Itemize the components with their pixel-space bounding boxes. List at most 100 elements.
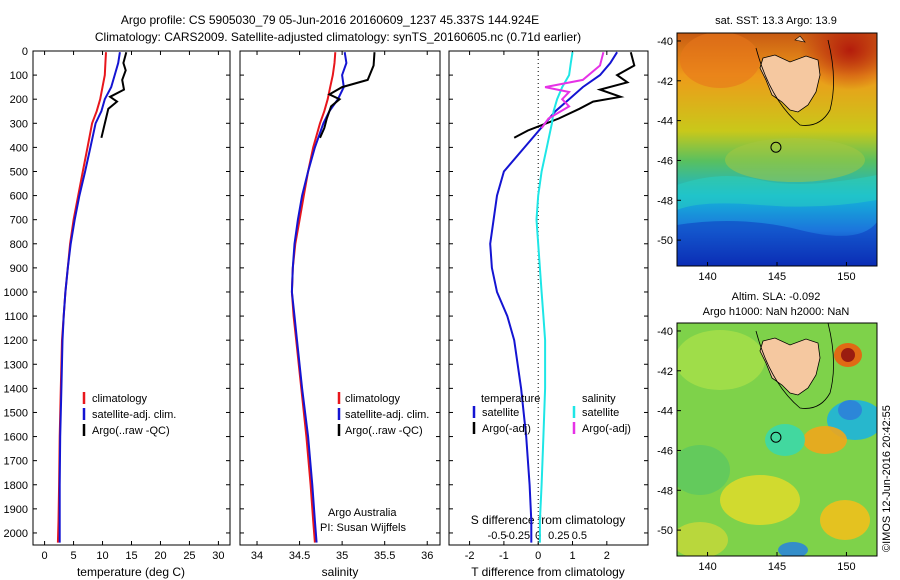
header-line-1: Argo profile: CS 5905030_79 05-Jun-2016 … xyxy=(121,13,539,27)
difference-xlabel: T difference from climatology xyxy=(471,565,625,579)
series-line-s-argo-adj- xyxy=(540,51,605,129)
depth-tick-label: 1900 xyxy=(4,504,28,516)
x-tick-label: 1 xyxy=(569,550,575,562)
lon-tick-label: 140 xyxy=(698,271,716,283)
lat-tick-label: -42 xyxy=(657,76,673,88)
salinity-x-axis: 34 34.5 35 35.5 36 xyxy=(251,51,433,562)
x-tick-label: 20 xyxy=(154,550,166,562)
legend-salinity-title: salinity xyxy=(582,393,616,405)
difference-xlabel-top: S difference from climatology xyxy=(471,513,626,527)
x-tick-label: 34 xyxy=(251,550,263,562)
lat-tick-label: -50 xyxy=(657,525,673,537)
sla-map xyxy=(677,323,877,556)
depth-tick-label: 1000 xyxy=(4,287,28,299)
difference-x-axis: -2 -1 0 1 2 xyxy=(465,51,610,562)
x-tick-label: -1 xyxy=(499,550,509,562)
annotation-pi: PI: Susan Wijffels xyxy=(320,522,406,534)
lat-tick-label: -44 xyxy=(657,406,673,418)
legend-t-argo: Argo(-adj) xyxy=(482,423,531,435)
salinity-legend: climatology satellite-adj. clim. Argo(..… xyxy=(320,392,429,534)
x-tick-label: -2 xyxy=(465,550,475,562)
lat-tick-label: -40 xyxy=(657,36,673,48)
lon-tick-label: 145 xyxy=(768,271,786,283)
argo-position-marker xyxy=(770,431,782,443)
difference-legend: temperature satellite Argo(-adj) salinit… xyxy=(472,393,631,435)
depth-tick-label: 1400 xyxy=(4,383,28,395)
depth-tick-label: 1500 xyxy=(4,407,28,419)
depth-tick-label: 200 xyxy=(10,94,28,106)
header-line-2: Climatology: CARS2009. Satellite-adjuste… xyxy=(95,30,581,44)
sst-map-axes: 140 145 150 -40 -42 -44 -46 -48 -50 xyxy=(657,36,856,283)
depth-tick-label: 700 xyxy=(10,215,28,227)
depth-tick-label: 500 xyxy=(10,166,28,178)
difference-panel-frame xyxy=(448,50,649,546)
depth-tick-label: 300 xyxy=(10,118,28,130)
x-tick-label: 30 xyxy=(212,550,224,562)
x-tick-label: 10 xyxy=(96,550,108,562)
depth-tick-label: 2000 xyxy=(4,528,28,540)
depth-tick-label: 1800 xyxy=(4,480,28,492)
s-tick-label: -0.25 xyxy=(505,530,530,542)
depth-tick-label: 1300 xyxy=(4,359,28,371)
lat-tick-label: -50 xyxy=(657,235,673,247)
x-tick-label: 35.5 xyxy=(374,550,395,562)
legend-satellite-adj: satellite-adj. clim. xyxy=(345,409,429,421)
temperature-legend: climatology satellite-adj. clim. Argo(..… xyxy=(82,392,176,437)
legend-argo: Argo(..raw -QC) xyxy=(345,425,423,437)
series-line-t-satellite xyxy=(489,51,618,543)
legend-climatology: climatology xyxy=(345,393,401,405)
difference-profiles xyxy=(489,51,636,543)
depth-tick-label: 1700 xyxy=(4,456,28,468)
x-tick-label: 2 xyxy=(604,550,610,562)
depth-axis: 0 100 200 300 400 500 600 700 800 900 1000 1100 1200… xyxy=(4,46,648,540)
lat-tick-label: -44 xyxy=(657,116,673,128)
temperature-panel-frame xyxy=(32,50,231,546)
imos-timestamp: ©IMOS 12-Jun-2016 20:42:55 xyxy=(881,405,893,552)
series-line-t-argo-adj- xyxy=(513,51,636,139)
depth-tick-label: 400 xyxy=(10,142,28,154)
lat-tick-label: -46 xyxy=(657,445,673,457)
lon-tick-label: 150 xyxy=(837,271,855,283)
sst-map xyxy=(677,33,877,266)
lat-tick-label: -46 xyxy=(657,155,673,167)
salinity-profiles xyxy=(290,52,376,543)
series-line-climatology xyxy=(290,52,337,543)
x-tick-label: 35 xyxy=(336,550,348,562)
difference-s-axis: -0.5-0.2500.250.5 xyxy=(488,530,587,542)
legend-argo: Argo(..raw -QC) xyxy=(92,425,170,437)
lat-tick-label: -42 xyxy=(657,366,673,378)
legend-s-satellite: satellite xyxy=(582,407,619,419)
legend-climatology: climatology xyxy=(92,393,148,405)
depth-tick-label: 0 xyxy=(22,46,28,58)
x-tick-label: 0 xyxy=(535,550,541,562)
x-tick-label: 25 xyxy=(183,550,195,562)
lat-tick-label: -48 xyxy=(657,195,673,207)
s-tick-label: 0.25 xyxy=(548,530,569,542)
lon-tick-label: 140 xyxy=(698,561,716,573)
x-tick-label: 36 xyxy=(421,550,433,562)
s-tick-label: -0.5 xyxy=(488,530,507,542)
sla-map-subtitle: Argo h1000: NaN h2000: NaN xyxy=(703,306,850,318)
temperature-x-axis: 0 5 10 15 20 25 30 xyxy=(42,51,225,562)
salinity-panel-frame xyxy=(239,50,441,546)
legend-s-argo: Argo(-adj) xyxy=(582,423,631,435)
series-line-argo-raw-qc- xyxy=(319,52,376,139)
depth-tick-label: 100 xyxy=(10,70,28,82)
lon-tick-label: 145 xyxy=(768,561,786,573)
s-tick-label: 0.5 xyxy=(572,530,587,542)
sla-map-axes: 140 145 150 -40 -42 -44 -46 -48 -50 xyxy=(657,326,856,573)
depth-tick-label: 600 xyxy=(10,191,28,203)
legend-t-satellite: satellite xyxy=(482,407,519,419)
depth-tick-label: 900 xyxy=(10,263,28,275)
x-tick-label: 34.5 xyxy=(289,550,310,562)
series-line-satellite-adj-clim- xyxy=(290,52,348,543)
lon-tick-label: 150 xyxy=(837,561,855,573)
sst-map-title: sat. SST: 13.3 Argo: 13.9 xyxy=(715,15,837,27)
legend-satellite-adj: satellite-adj. clim. xyxy=(92,409,176,421)
series-line-satellite-adj-clim- xyxy=(58,52,121,543)
legend-temperature-title: temperature xyxy=(481,393,540,405)
depth-tick-label: 800 xyxy=(10,239,28,251)
x-tick-label: 0 xyxy=(42,550,48,562)
series-line-argo-raw-qc- xyxy=(100,51,128,139)
